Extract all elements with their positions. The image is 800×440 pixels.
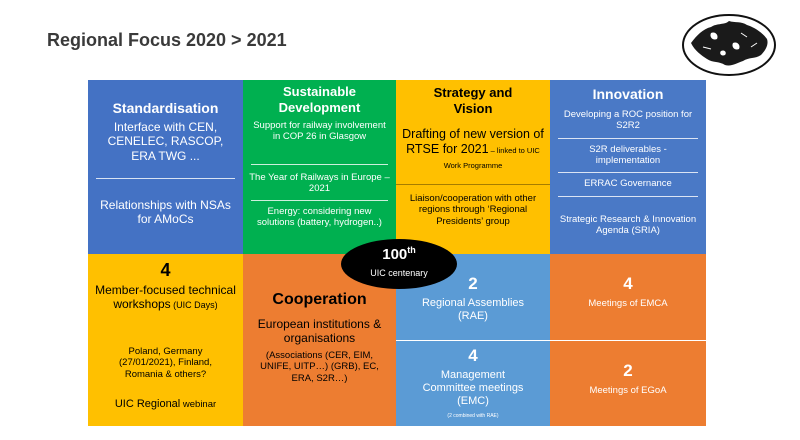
strategy-draft-note: – linked to UIC Work Programme <box>443 146 540 170</box>
strategy-liaison: Liaison/cooperation with other regions t… <box>409 193 537 227</box>
workshops-countries: Poland, Germany (27/01/2021), Finland, R… <box>119 346 212 380</box>
divider <box>96 178 235 179</box>
workshops-count: 4 <box>160 260 171 280</box>
divider <box>558 138 698 139</box>
sustainable-item: Support for railway involvement in COP 2… <box>253 120 386 143</box>
assemblies-label: Regional Assemblies (RAE) <box>421 297 525 323</box>
strategy-heading: Strategy and Vision <box>433 85 513 116</box>
sustainable-item: Energy: considering new solutions (batte… <box>257 206 382 229</box>
emc-count: 4 <box>468 346 478 365</box>
webinar-note: webinar <box>180 399 217 410</box>
europe-globe-icon <box>682 14 776 76</box>
innovation-item: S2R deliverables - implementation <box>589 144 667 167</box>
standardisation-item: Relationships with NSAs for AMoCs <box>100 198 231 227</box>
sustainable-item: The Year of Railways in Europe – 2021 <box>249 172 390 195</box>
strategy-vision-panel: Strategy and Vision Drafting of new vers… <box>396 80 550 254</box>
innovation-item: Developing a ROC position for S2R2 <box>563 109 693 132</box>
centenary-badge: 100th UIC centenary <box>341 239 457 289</box>
divider <box>251 164 388 165</box>
workshops-webinar: UIC Regional webinar <box>88 398 243 411</box>
emca-count: 4 <box>623 274 633 293</box>
divider <box>558 196 698 197</box>
centenary-value: 100 <box>382 246 408 263</box>
workshops-title-note: (UIC Days) <box>170 300 218 311</box>
divider <box>550 340 706 341</box>
sustainable-heading: Sustainable Development <box>278 84 361 115</box>
assemblies-count: 2 <box>468 274 478 293</box>
emc-label: Management Committee meetings (EMC) <box>422 369 524 408</box>
innovation-heading: Innovation <box>592 86 664 102</box>
workshops-title: Member-focused technical workshops (UIC … <box>88 283 243 312</box>
egoa-panel: 2 Meetings of EGoA <box>550 341 706 426</box>
cooperation-line1: European institutions & organisations <box>257 317 382 346</box>
egoa-label: Meetings of EGoA <box>589 385 667 396</box>
innovation-item: ERRAC Governance <box>584 178 672 189</box>
innovation-panel: Innovation Developing a ROC position for… <box>550 80 706 254</box>
innovation-item: Strategic Research & Innovation Agenda (… <box>559 214 697 237</box>
standardisation-heading: Standardisation <box>112 100 219 116</box>
divider <box>396 184 550 185</box>
divider <box>396 340 550 341</box>
cooperation-line2: (Associations (CER, EIM, UNIFE, UITP…) (… <box>260 350 379 384</box>
strategy-draft: Drafting of new version of RTSE for 2021… <box>396 127 550 172</box>
divider <box>558 172 698 173</box>
strategy-draft-main: Drafting of new version of RTSE for 2021 <box>402 127 544 156</box>
divider <box>251 200 388 201</box>
emca-panel: 4 Meetings of EMCA <box>550 254 706 340</box>
centenary-label: UIC centenary <box>370 268 428 278</box>
workshops-panel: 4 Member-focused technical workshops (UI… <box>88 254 243 426</box>
workshops-title-main: Member-focused technical workshops <box>95 283 236 312</box>
webinar-main: UIC Regional <box>114 398 181 410</box>
emc-note: (2 combined with RAE) <box>447 413 499 419</box>
sustainable-development-panel: Sustainable Development Support for rail… <box>243 80 396 254</box>
centenary-number: 100th <box>341 245 457 263</box>
cooperation-heading: Cooperation <box>272 291 367 308</box>
page-title: Regional Focus 2020 > 2021 <box>47 30 287 50</box>
egoa-count: 2 <box>623 361 633 380</box>
standardisation-item: Interface with CEN, CENELEC, RASCOP, ERA… <box>107 120 224 163</box>
emc-panel: 4 Management Committee meetings (EMC) (2… <box>396 341 550 426</box>
emca-label: Meetings of EMCA <box>588 298 668 309</box>
centenary-suffix: th <box>407 245 416 255</box>
standardisation-panel: Standardisation Interface with CEN, CENE… <box>88 80 243 254</box>
